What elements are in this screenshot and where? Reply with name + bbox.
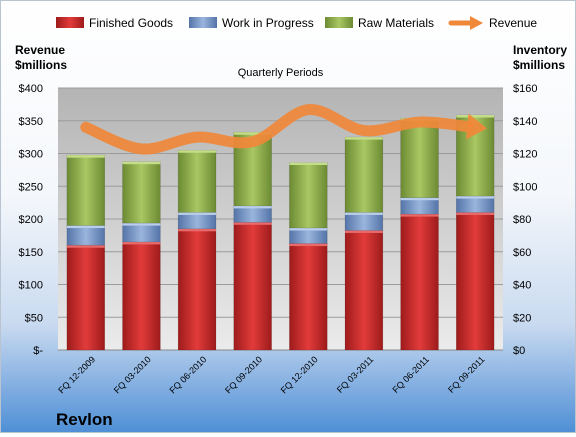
x-tick-label: FQ 12-2010 [279,354,320,395]
revenue-line [80,104,475,155]
bar-top-highlight [289,228,328,231]
legend-item-revenue: Revenue [448,16,537,30]
legend-item-raw-materials: Raw Materials [325,16,434,30]
bar-top-highlight [66,245,105,248]
legend-swatch-raw-materials [325,17,353,28]
bar-top-highlight [456,212,495,215]
right-tick-label: $20 [513,312,531,324]
left-tick-label: $300 [19,149,43,161]
bar-top-highlight [400,214,439,217]
legend-arrow-head [470,16,483,30]
x-tick-label: FQ 06-2011 [390,354,431,395]
bar-top-highlight [456,115,495,118]
bar-top-highlight [122,161,161,165]
left-axis-ticks: $- $50 $100 $150 $200 $250 $300 $350 $400 [19,83,44,357]
bar-finished-goods [233,221,272,351]
left-tick-label: $50 [25,312,43,324]
x-tick-label: FQ 09-2010 [223,354,264,395]
left-tick-label: $- [33,345,43,357]
right-axis-ticks: $0 $20 $40 $60 $80 $100 $120 $140 $160 [513,83,537,357]
right-tick-label: $140 [513,116,537,128]
left-tick-label: $100 [19,280,43,292]
bar-top-highlight [233,132,272,135]
revenue-line-series [80,104,488,155]
x-tick-label: FQ 12-2009 [56,354,97,395]
x-tick-label: FQ 03-2011 [335,354,376,395]
bar-finished-goods [344,230,384,351]
bar-finished-goods [177,228,217,351]
bar-finished-goods [122,241,161,351]
right-tick-label: $80 [513,214,531,226]
legend-label-raw-materials: Raw Materials [358,16,434,30]
bar-top-highlight [289,162,328,166]
x-tick-label: FQ 03-2010 [112,354,153,395]
revenue-arrow-head [466,113,488,140]
left-axis-title-line1: Revenue [15,43,65,57]
bar-work-in-progress [66,225,106,246]
bar-raw-materials [344,136,384,213]
legend-item-finished-goods: Finished Goods [56,16,173,30]
legend-swatch-finished-goods [56,17,84,28]
bar-top-highlight [233,222,272,225]
right-tick-label: $160 [513,83,537,95]
bar-work-in-progress [122,222,161,243]
bar-top-highlight [345,137,383,140]
bar-top-highlight [178,212,216,215]
bar-top-highlight [345,230,383,233]
bar-finished-goods [66,244,106,351]
x-axis-ticks: FQ 12-2009 FQ 03-2010 FQ 06-2010 FQ 09-2010… [56,354,486,395]
bar-top-highlight [289,243,328,247]
legend-label-revenue: Revenue [489,16,537,30]
right-tick-label: $60 [513,247,531,259]
bar-top-highlight [456,196,495,199]
bar-top-highlight [345,212,383,215]
right-tick-label: $100 [513,181,537,193]
legend-label-work-in-progress: Work in Progress [222,16,314,30]
bar-top-highlight [400,197,439,201]
x-tick-label: FQ 09-2011 [446,354,487,395]
bar-top-highlight [122,241,161,245]
right-axis-title-line1: Inventory [513,43,567,57]
bar-top-highlight [122,223,161,226]
legend-label-finished-goods: Finished Goods [89,16,173,30]
x-tick-label: FQ 06-2010 [167,354,208,395]
right-tick-label: $120 [513,149,537,161]
left-axis-title-line2: $millions [15,58,67,72]
bar-finished-goods [400,213,439,351]
bar-top-highlight [233,205,272,209]
bar-raw-materials [122,161,161,224]
bar-work-in-progress [344,212,384,231]
left-tick-label: $250 [19,181,43,193]
bar-top-highlight [178,150,216,153]
right-tick-label: $40 [513,280,531,292]
left-tick-label: $350 [19,116,43,128]
right-axis-title-line2: $millions [513,58,565,72]
company-name: Revlon [56,410,113,429]
legend-swatch-work-in-progress [189,17,217,28]
bar-top-highlight [178,228,216,232]
bar-raw-materials [289,162,328,229]
legend-item-work-in-progress: Work in Progress [189,16,314,30]
left-tick-label: $150 [19,247,43,259]
bar-raw-materials [66,154,106,226]
chart-subtitle: Quarterly Periods [238,67,324,79]
right-tick-label: $0 [513,345,525,357]
bar-finished-goods [455,212,495,351]
left-tick-label: $200 [19,214,43,226]
left-tick-label: $400 [19,83,43,95]
bar-raw-materials [400,117,439,199]
bar-top-highlight [66,155,105,158]
bar-raw-materials [177,149,217,213]
legend: Finished Goods Work in Progress Raw Mate… [56,16,537,30]
bar-finished-goods [289,243,328,351]
bar-top-highlight [66,225,105,229]
